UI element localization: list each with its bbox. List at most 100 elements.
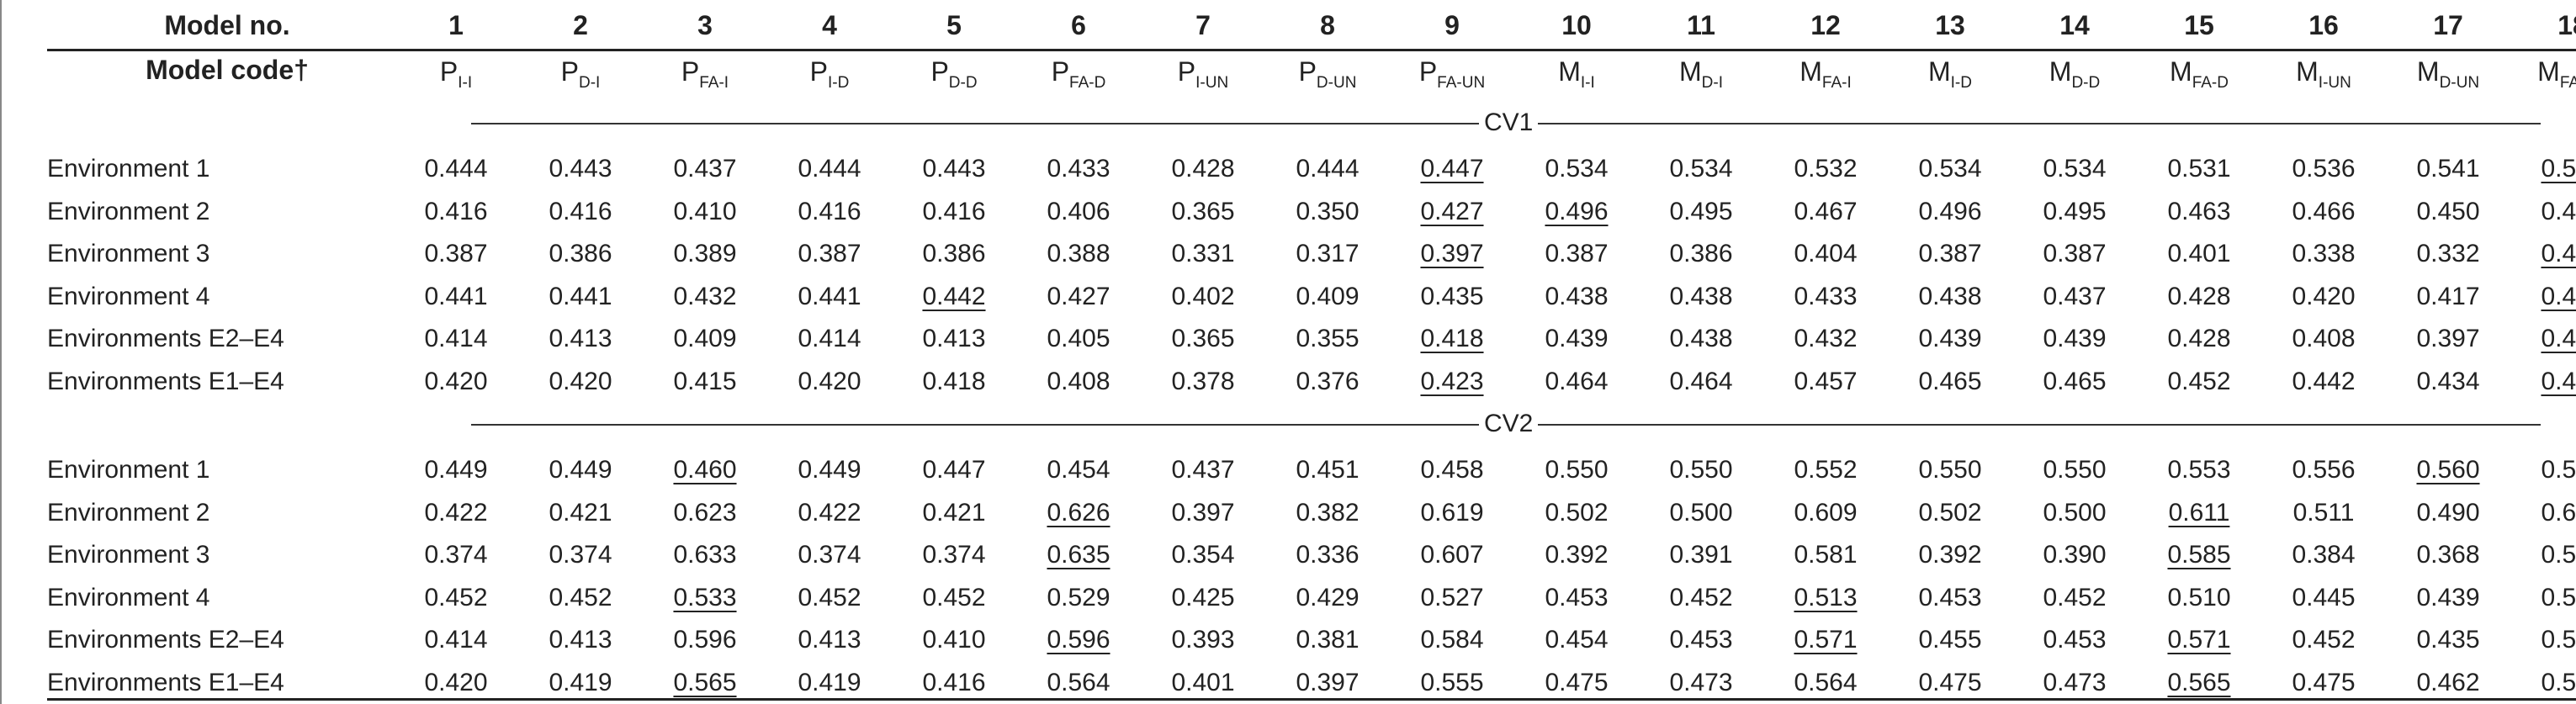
table-cell: 0.438 [1918,282,1982,310]
model-code-subscript: D-I [579,74,601,92]
table-cell: 0.437 [673,155,737,183]
table-cell: 0.452 [549,583,612,611]
table-cell: 0.496 [1545,197,1609,225]
model-code-base: P [1418,56,1438,87]
table-cell: 0.534 [1545,155,1609,183]
model-code-subscript: FA-D [2192,74,2229,92]
table-cell: 0.401 [1171,668,1235,696]
model-number-18: 18 [2557,10,2576,40]
row-label: Environment 3 [47,240,210,267]
model-code-subscript: D-D [2071,74,2101,92]
table-cell: 0.606 [2541,498,2576,527]
table-cell: 0.387 [424,240,488,267]
model-code-3: PFA-I [642,55,768,100]
row-label: Environment 2 [47,197,210,225]
model-code-subscript: I-UN [1195,74,1229,92]
table-cell: 0.465 [2043,367,2107,395]
row-label: Environments E1–E4 [47,668,284,696]
row-label: Environment 4 [47,282,210,310]
section-label-cv2: CV2 [1479,409,1539,439]
table-cell: 0.556 [2541,668,2576,696]
table-cell: 0.410 [673,197,737,225]
table-cell: 0.382 [1296,498,1360,527]
table-cell: 0.355 [1296,325,1360,352]
table-cell: 0.422 [424,498,488,527]
table-cell: 0.410 [922,626,986,654]
table-cell: 0.550 [1669,456,1733,484]
model-code-7: PI-UN [1140,55,1266,100]
model-code-12: MFA-I [1762,55,1889,100]
table-cell: 0.559 [2541,626,2576,654]
table-cell: 0.414 [424,325,488,352]
model-code-subscript: I-I [1580,74,1595,92]
model-number-16: 16 [2308,10,2339,40]
table-cell: 0.428 [2167,325,2231,352]
table-cell: 0.428 [2167,282,2231,310]
row-label: Environments E1–E4 [47,367,284,395]
table-cell: 0.506 [2541,583,2576,611]
row-label: Environment 4 [47,583,210,611]
model-code-1: PI-I [393,55,519,100]
table-cell: 0.435 [1420,282,1484,310]
table-cell: 0.445 [2292,583,2356,611]
table-cell: 0.626 [1047,498,1110,527]
model-number-2: 2 [573,10,588,40]
table-cell: 0.438 [1669,282,1733,310]
table-cell: 0.354 [1171,541,1235,569]
table-cell: 0.397 [1171,498,1235,527]
table-cell: 0.511 [2292,498,2355,527]
table-cell: 0.390 [2043,541,2107,569]
model-number-11: 11 [1687,10,1715,40]
model-number-4: 4 [822,10,837,40]
table-cell: 0.413 [922,325,986,352]
model-code-subscript: I-D [828,74,850,92]
table-cell: 0.406 [2541,240,2576,267]
table-cell: 0.529 [1047,583,1110,611]
model-code-subscript: FA-UN [2559,74,2576,92]
table-cell: 0.420 [798,367,861,395]
table-cell: 0.420 [424,668,488,696]
header-model-no-label: Model no. [164,10,290,40]
table-cell: 0.439 [1918,325,1982,352]
table-cell: 0.443 [549,155,612,183]
table-cell: 0.458 [1420,456,1484,484]
table-cell: 0.378 [1171,367,1235,395]
table-cell: 0.449 [424,456,488,484]
table-cell: 0.550 [2541,155,2576,183]
table-cell: 0.397 [1420,240,1484,267]
table-cell: 0.376 [1296,367,1360,395]
table-cell: 0.386 [549,240,612,267]
table-cell: 0.417 [2416,282,2480,310]
table-cell: 0.402 [1171,282,1235,310]
table-cell: 0.502 [1918,498,1982,527]
model-code-subscript: I-UN [2318,74,2351,92]
table-cell: 0.452 [1669,583,1733,611]
table-cell: 0.475 [1918,668,1982,696]
model-code-4: PI-D [766,55,893,100]
table-cell: 0.416 [424,197,488,225]
table-cell: 0.556 [2292,456,2356,484]
table-cell: 0.553 [2167,456,2231,484]
model-number-7: 7 [1195,10,1211,40]
table-cell: 0.564 [1047,668,1110,696]
table-cell: 0.365 [1171,325,1235,352]
model-code-subscript: D-UN [2439,74,2480,92]
table-cell: 0.419 [798,668,861,696]
table-cell: 0.420 [2292,282,2356,310]
table-cell: 0.413 [798,626,861,654]
table-cell: 0.552 [1794,456,1858,484]
table-cell: 0.560 [2416,456,2480,484]
table-cell: 0.536 [2292,155,2356,183]
table-cell: 0.414 [424,626,488,654]
table-cell: 0.387 [798,240,861,267]
table-cell: 0.409 [673,325,737,352]
table-cell: 0.386 [922,240,986,267]
table-cell: 0.421 [922,498,986,527]
table-cell: 0.336 [1296,541,1360,569]
table-cell: 0.454 [1047,456,1110,484]
table-cell: 0.460 [673,456,737,484]
table-cell: 0.439 [2043,325,2107,352]
model-code-subscript: I-I [458,74,473,92]
table-cell: 0.429 [1296,583,1360,611]
